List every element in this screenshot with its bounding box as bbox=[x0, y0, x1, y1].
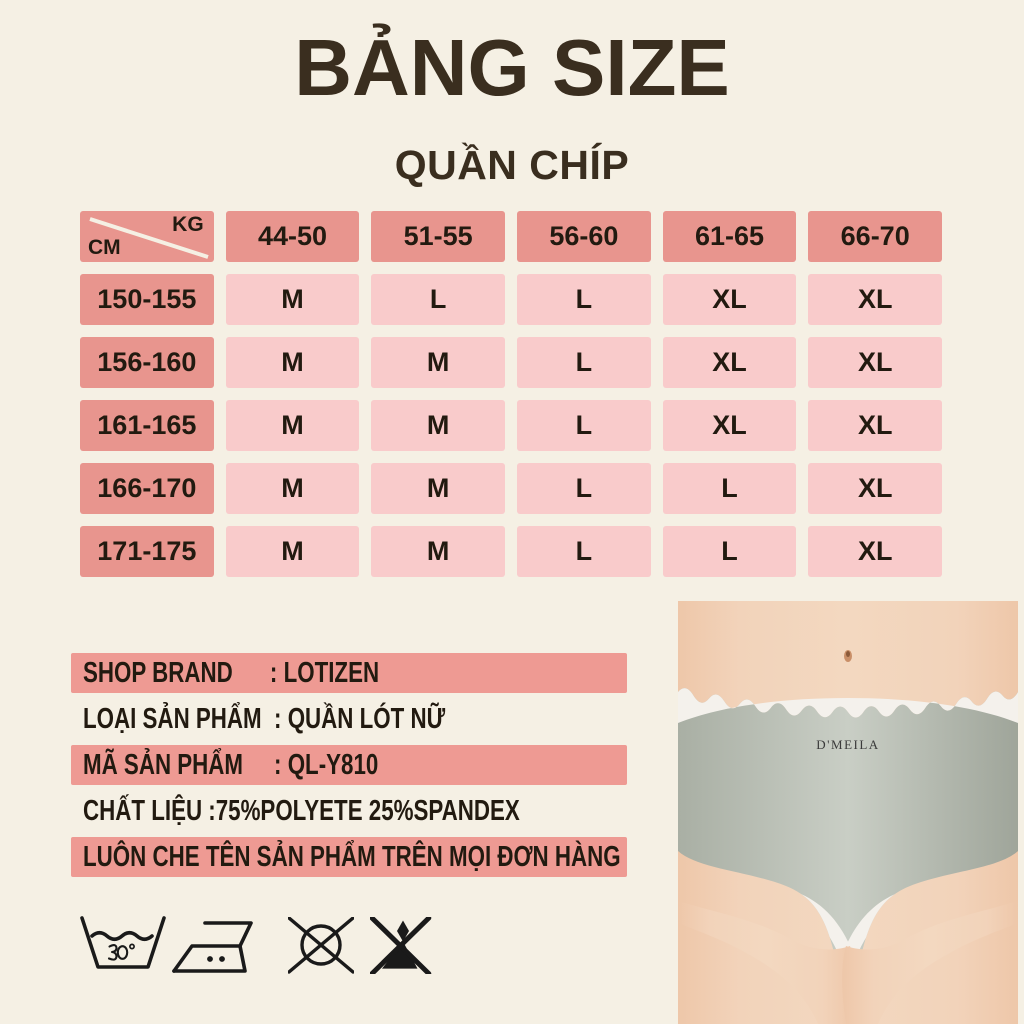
svg-text:D'MEILA: D'MEILA bbox=[816, 737, 879, 752]
